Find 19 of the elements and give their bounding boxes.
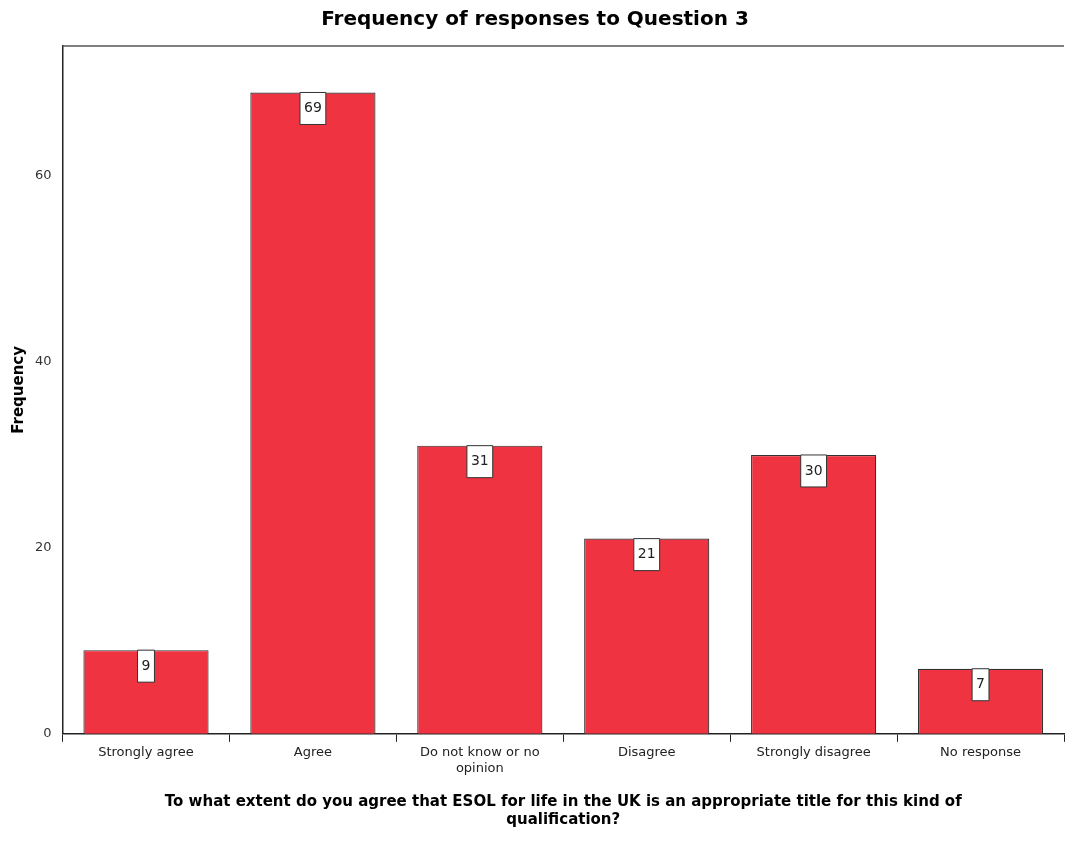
data-label: 69 [303, 99, 322, 116]
x-tick-label: Strongly agree [98, 743, 194, 759]
x-tick-label: No response [940, 743, 1021, 759]
y-axis-title: Frequency [8, 345, 27, 434]
x-tick-label: Agree [293, 743, 333, 759]
x-tick-label: Do not know or no opinion [420, 743, 540, 775]
data-label: 9 [141, 656, 151, 673]
y-tick-label: 0 [43, 725, 52, 741]
data-label: 7 [976, 675, 986, 692]
y-tick-label: 60 [35, 167, 52, 183]
y-tick-label: 40 [35, 353, 52, 369]
x-tick-label: Strongly disagree [756, 743, 871, 759]
data-label: 31 [470, 452, 489, 469]
chart-title: Frequency of responses to Question 3 [321, 6, 749, 31]
data-label: 21 [637, 545, 656, 562]
x-axis-title: To what extent do you agree that ESOL for life in the UK is an appropriate title for this kind of qualification? [164, 791, 963, 828]
y-tick-label: 20 [35, 539, 52, 555]
x-tick-label: Disagree [617, 743, 676, 759]
data-label: 30 [804, 461, 823, 478]
